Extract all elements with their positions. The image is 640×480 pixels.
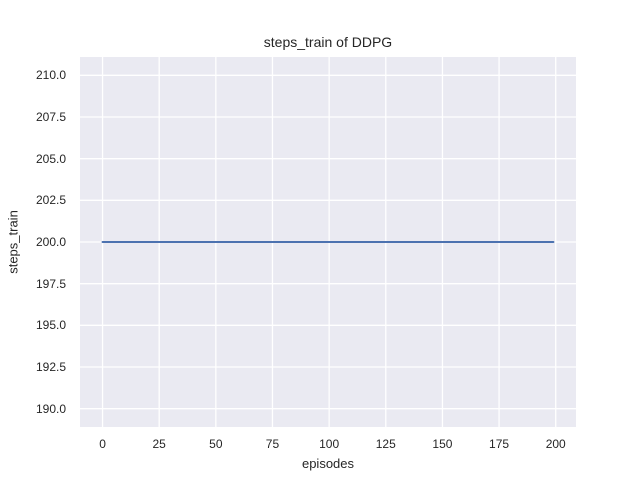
y-tick-label: 202.5	[35, 193, 66, 208]
x-tick-label: 100	[319, 437, 340, 451]
x-tick-label: 125	[375, 437, 396, 451]
x-tick-label: 50	[209, 437, 223, 451]
y-tick-label: 207.5	[35, 110, 66, 124]
y-tick-label: 197.5	[35, 276, 66, 291]
x-tick-label: 175	[489, 437, 510, 451]
y-tick-label: 200.0	[35, 235, 66, 249]
x-tick-label: 200	[545, 437, 566, 451]
y-tick-label: 190.0	[35, 401, 66, 416]
y-tick-label: 205.0	[35, 151, 66, 166]
y-tick-label: 210.0	[35, 68, 66, 83]
line-chart-svg	[80, 57, 576, 427]
plot-area	[80, 57, 576, 427]
x-tick-label: 75	[265, 437, 280, 451]
x-tick-label: 150	[432, 437, 453, 451]
chart-title: steps_train of DDPG	[263, 34, 393, 50]
x-tick-label: 0	[99, 437, 106, 451]
x-tick-label: 25	[152, 437, 166, 451]
x-axis-label: episodes	[301, 456, 355, 471]
y-tick-label: 192.5	[35, 360, 66, 374]
y-tick-label: 195.0	[35, 318, 66, 333]
